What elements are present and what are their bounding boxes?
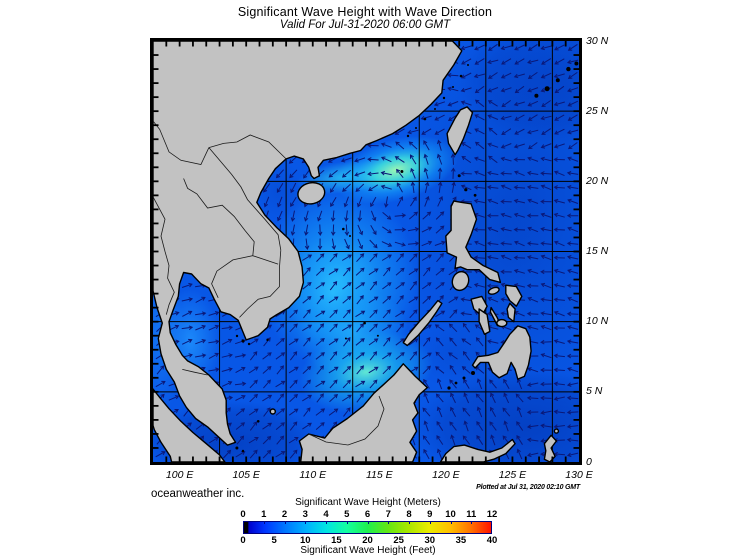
legend-feet-tick: 10 bbox=[299, 535, 311, 546]
legend-colorbar-notch bbox=[346, 521, 348, 524]
legend-meters-tick: 7 bbox=[385, 509, 391, 520]
island-morotai bbox=[553, 428, 560, 434]
lon-label: 100 E bbox=[165, 469, 194, 481]
land-bohol bbox=[496, 318, 508, 328]
lat-label: 25 N bbox=[586, 104, 609, 117]
land-mindanao bbox=[471, 325, 532, 380]
legend-feet-tick: 25 bbox=[393, 535, 404, 546]
lat-label: 5 N bbox=[586, 385, 603, 398]
credit-text: oceanweather inc. bbox=[151, 488, 245, 500]
land-taiwan bbox=[446, 106, 474, 156]
land-palawan bbox=[402, 299, 443, 347]
legend-colorbar-notch bbox=[326, 521, 327, 524]
land-halmahera bbox=[543, 434, 558, 462]
small-islands bbox=[235, 61, 579, 453]
degree-tick-marks bbox=[153, 41, 579, 462]
land-sumatra bbox=[153, 388, 226, 462]
legend-feet-tick: 40 bbox=[486, 535, 498, 546]
land-masbate bbox=[487, 286, 500, 295]
legend-colorbar-notch bbox=[409, 521, 410, 524]
legend-colorbar-notch bbox=[429, 521, 431, 524]
legend-meters-tick: 9 bbox=[427, 509, 433, 520]
legend-feet-tick: 0 bbox=[240, 535, 246, 546]
lon-label: 105 E bbox=[232, 469, 260, 481]
legend-meters-tick: 0 bbox=[240, 509, 246, 520]
legend-meters-tick: 3 bbox=[302, 509, 308, 520]
legend-meters-tick: 8 bbox=[406, 509, 412, 520]
legend-meters-tick: 6 bbox=[364, 509, 371, 520]
lon-label: 130 E bbox=[565, 469, 593, 481]
map-canvas bbox=[153, 41, 579, 462]
legend-colorbar-notch bbox=[388, 521, 390, 524]
lat-label: 20 N bbox=[586, 174, 609, 187]
legend-title-meters: Significant Wave Height (Meters) bbox=[295, 497, 441, 508]
legend-meters-tick: 12 bbox=[486, 509, 498, 520]
legend-meters-tick: 1 bbox=[261, 509, 267, 520]
legend-colorbar-notch bbox=[450, 521, 452, 524]
valid-time-subtitle: Valid For Jul-31-2020 06:00 GMT bbox=[279, 19, 451, 31]
legend-feet-tick: 5 bbox=[271, 535, 277, 546]
lat-label: 10 N bbox=[586, 315, 609, 328]
legend-colorbar-notch bbox=[243, 521, 244, 524]
legend-feet-tick: 20 bbox=[362, 535, 373, 546]
land-mindoro bbox=[451, 270, 470, 292]
legend-feet-tick: 15 bbox=[331, 535, 342, 546]
lon-label: 125 E bbox=[498, 469, 527, 481]
legend-meters-tick: 10 bbox=[445, 509, 456, 520]
legend-colorbar-notch bbox=[284, 521, 286, 524]
lat-label: 0 bbox=[586, 455, 592, 468]
land-sulawesi bbox=[439, 438, 516, 462]
lon-label: 115 E bbox=[365, 469, 393, 481]
land-borneo bbox=[298, 363, 428, 462]
land-luzon bbox=[445, 200, 502, 284]
legend-colorbar-notch bbox=[471, 521, 473, 524]
lon-label: 110 E bbox=[299, 469, 327, 481]
lon-label: 120 E bbox=[432, 469, 460, 481]
lat-label: 15 N bbox=[586, 245, 609, 257]
land-hainan bbox=[297, 181, 326, 205]
legend-colorbar-notch bbox=[491, 521, 492, 524]
island-natuna bbox=[269, 408, 277, 415]
land-negros bbox=[478, 308, 491, 335]
legend-feet-tick: 30 bbox=[424, 535, 436, 546]
legend-meters-tick: 11 bbox=[466, 509, 477, 520]
land-masses bbox=[153, 41, 560, 462]
legend-meters-tick: 4 bbox=[323, 509, 329, 520]
legend-feet-tick: 35 bbox=[455, 535, 467, 546]
land-samar bbox=[505, 284, 523, 307]
legend-colorbar-notch bbox=[305, 521, 307, 524]
land-mainland-asia bbox=[153, 41, 463, 446]
legend-meters-tick: 5 bbox=[344, 509, 350, 520]
land-leyte bbox=[506, 302, 516, 323]
legend-colorbar-notch bbox=[367, 521, 369, 524]
plotted-timestamp: Plotted at Jul 31, 2020 02:10 GMT bbox=[476, 484, 580, 491]
legend-colorbar-notch bbox=[263, 521, 265, 524]
country-borders bbox=[153, 120, 385, 446]
lat-label: 30 N bbox=[586, 34, 609, 47]
legend-meters-tick: 2 bbox=[281, 509, 288, 520]
legend-title-feet: Significant Wave Height (Feet) bbox=[300, 545, 436, 556]
page-title: Significant Wave Height with Wave Direct… bbox=[237, 5, 493, 19]
map-frame bbox=[150, 38, 582, 465]
